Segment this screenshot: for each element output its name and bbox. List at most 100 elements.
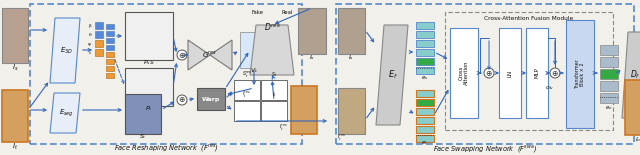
Text: Warp: Warp — [202, 97, 220, 102]
Bar — [416, 108, 434, 115]
Polygon shape — [50, 18, 80, 83]
Bar — [125, 12, 173, 60]
Bar — [600, 57, 618, 67]
Text: $I_s$: $I_s$ — [348, 53, 354, 62]
Bar — [416, 117, 434, 124]
Bar — [106, 24, 114, 29]
Text: $V_t$: $V_t$ — [250, 66, 258, 75]
Text: Face Reshaping Network  ($F^{res}$): Face Reshaping Network ($F^{res}$) — [114, 142, 218, 154]
Text: Fake: Fake — [251, 11, 263, 16]
Text: $\oplus$: $\oplus$ — [551, 69, 559, 78]
Bar — [625, 80, 640, 135]
Circle shape — [177, 95, 187, 105]
Bar — [197, 88, 225, 110]
Text: $I_t^{res}$: $I_t^{res}$ — [337, 133, 346, 143]
Bar — [95, 40, 103, 47]
Text: $I_t^{res}$: $I_t^{res}$ — [243, 90, 252, 100]
Text: $P_t$: $P_t$ — [145, 105, 153, 113]
Text: Transformer
Block × 2: Transformer Block × 2 — [575, 59, 586, 89]
Bar — [261, 80, 287, 100]
Text: $e_t$: $e_t$ — [422, 139, 429, 147]
Bar — [416, 58, 434, 65]
Text: $G^{res}$: $G^{res}$ — [202, 50, 218, 60]
Bar — [336, 4, 634, 144]
Text: Face Swapping Network  ($F^{swa}$): Face Swapping Network ($F^{swa}$) — [433, 142, 537, 153]
Text: Cross
Attention: Cross Attention — [459, 61, 469, 85]
Bar — [298, 8, 326, 54]
Text: $I_s$: $I_s$ — [12, 63, 19, 73]
Text: β: β — [88, 24, 91, 28]
Bar — [95, 31, 103, 38]
Polygon shape — [210, 40, 232, 70]
Text: c: c — [88, 51, 91, 55]
Circle shape — [550, 68, 560, 78]
Text: Cross-Attention Fusion Module: Cross-Attention Fusion Module — [484, 16, 573, 22]
Bar — [450, 28, 478, 118]
Bar — [125, 94, 161, 134]
Polygon shape — [188, 40, 210, 70]
Bar — [600, 69, 618, 79]
Circle shape — [177, 50, 187, 60]
Text: $I_s$: $I_s$ — [309, 53, 315, 62]
Bar — [416, 126, 434, 133]
Polygon shape — [376, 25, 408, 125]
Bar — [338, 88, 365, 134]
Text: $E_f$: $E_f$ — [388, 69, 398, 81]
Circle shape — [484, 68, 494, 78]
Polygon shape — [50, 93, 80, 133]
Bar — [416, 22, 434, 29]
Bar — [106, 38, 114, 43]
Text: $I_t$: $I_t$ — [271, 91, 276, 100]
Text: $e_s$: $e_s$ — [421, 74, 429, 82]
Polygon shape — [622, 32, 640, 118]
Text: $P_{s2t}$: $P_{s2t}$ — [143, 59, 156, 67]
Bar — [106, 31, 114, 36]
Bar — [416, 90, 434, 97]
Text: $\oplus$: $\oplus$ — [178, 51, 186, 60]
Bar — [234, 80, 260, 100]
Bar — [106, 45, 114, 50]
Bar — [291, 86, 317, 134]
Text: $E_{3D}$: $E_{3D}$ — [60, 46, 72, 56]
Bar — [416, 99, 434, 106]
Text: θ: θ — [88, 33, 91, 37]
Bar — [416, 49, 434, 56]
Bar — [526, 28, 548, 118]
Text: LN: LN — [508, 69, 513, 77]
Bar — [416, 40, 434, 47]
Text: $\oplus$: $\oplus$ — [485, 69, 493, 78]
Text: $c_{fu}$: $c_{fu}$ — [545, 84, 554, 92]
Bar — [499, 28, 521, 118]
Bar — [240, 32, 268, 68]
Bar — [445, 12, 613, 130]
Bar — [234, 101, 260, 121]
Text: $D^{res}$: $D^{res}$ — [264, 21, 280, 33]
Text: $\oplus$: $\oplus$ — [178, 95, 186, 104]
Bar — [416, 31, 434, 38]
Text: ψ: ψ — [88, 42, 91, 46]
Polygon shape — [250, 25, 294, 75]
Bar — [106, 59, 114, 64]
Bar — [338, 8, 365, 54]
Bar — [600, 45, 618, 55]
Bar — [600, 93, 618, 103]
Bar — [261, 101, 287, 121]
Text: $S_t^{res}$: $S_t^{res}$ — [242, 70, 252, 80]
Text: $I_o$: $I_o$ — [635, 136, 640, 144]
Bar — [566, 20, 594, 128]
Bar — [95, 49, 103, 56]
Text: Real: Real — [282, 11, 292, 16]
Bar — [600, 81, 618, 91]
Text: $S_t$: $S_t$ — [139, 133, 147, 142]
Text: $I_t$: $I_t$ — [12, 142, 18, 152]
Text: MLP: MLP — [534, 68, 540, 78]
Bar — [30, 4, 302, 144]
Text: $e_o$: $e_o$ — [605, 104, 612, 112]
Bar — [2, 90, 28, 142]
Text: $S_t$: $S_t$ — [271, 71, 277, 80]
Bar — [125, 68, 173, 106]
Bar — [416, 135, 434, 142]
Bar — [416, 67, 434, 74]
Text: $I_t^{res}$: $I_t^{res}$ — [280, 123, 289, 133]
Bar — [106, 73, 114, 78]
